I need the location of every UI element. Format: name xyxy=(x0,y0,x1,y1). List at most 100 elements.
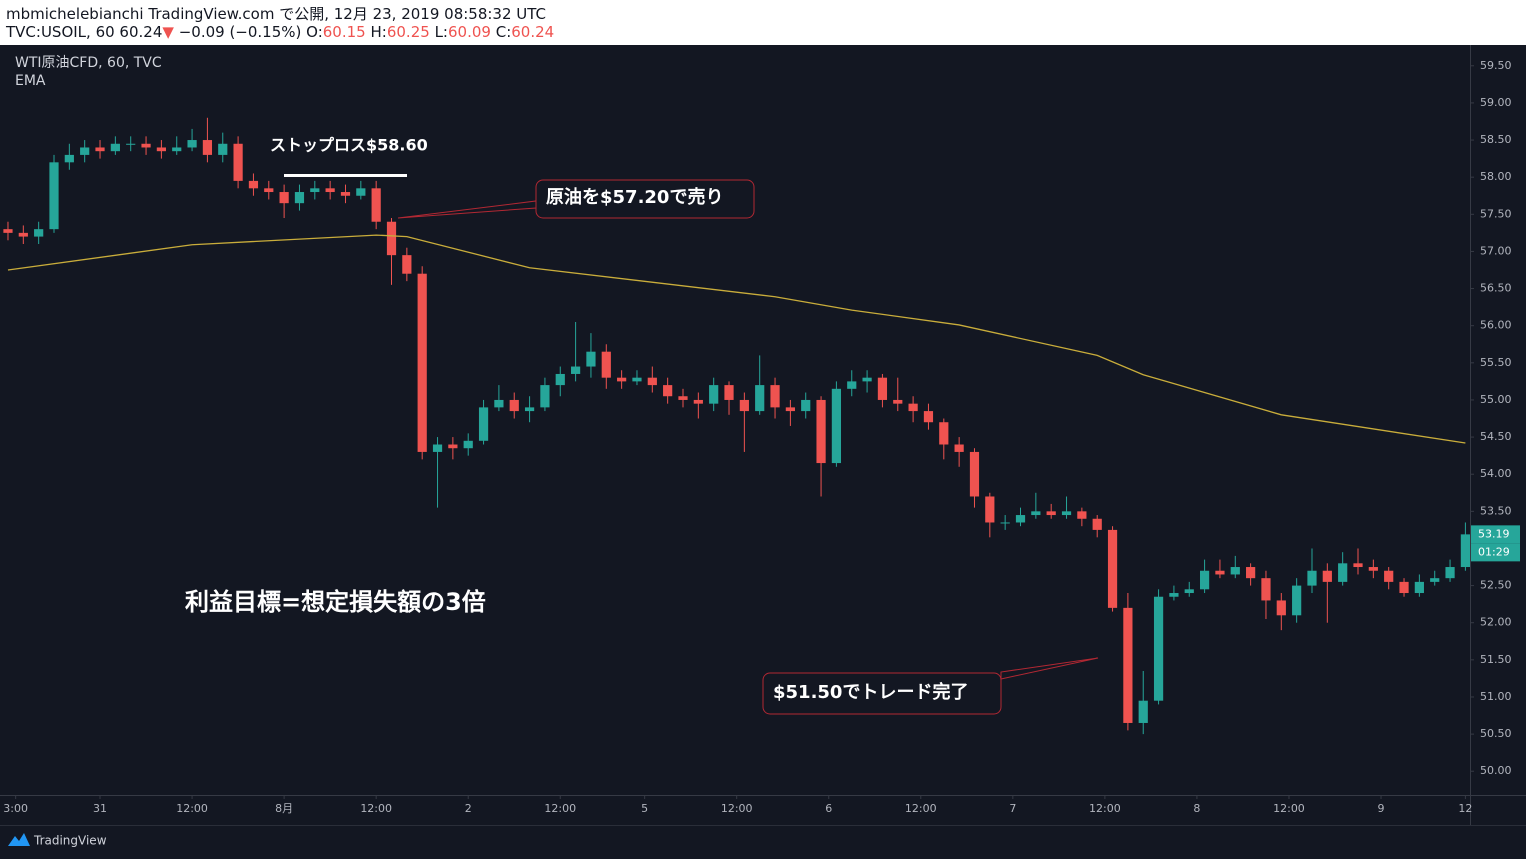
brand: TradingView xyxy=(33,834,107,848)
x-tick-label: 5 xyxy=(641,802,648,815)
candle-body xyxy=(187,140,197,148)
candle-body xyxy=(1460,534,1470,568)
y-tick-label: 55.50 xyxy=(1480,356,1512,369)
candle-body xyxy=(18,232,28,237)
candle-body xyxy=(586,351,596,367)
legend-symbol: WTI原油CFD, 60, TVC xyxy=(15,55,162,71)
candle-body xyxy=(1031,511,1041,516)
y-tick-label: 56.50 xyxy=(1480,282,1512,295)
y-tick-label: 54.00 xyxy=(1480,467,1512,480)
candle-body xyxy=(801,399,811,412)
o-label: O: xyxy=(306,23,323,41)
candle-body xyxy=(1077,511,1087,519)
candle-body xyxy=(770,385,780,408)
candle-body xyxy=(141,143,151,148)
candle-body xyxy=(678,396,688,400)
candle-body xyxy=(893,399,903,404)
candle-body xyxy=(279,192,289,204)
candle-body xyxy=(49,162,59,230)
candle-body xyxy=(1276,600,1286,616)
candle-body xyxy=(34,229,44,237)
candle-body xyxy=(64,154,74,163)
candle-body xyxy=(156,147,166,152)
candle-body xyxy=(478,407,489,441)
candle-body xyxy=(1384,570,1394,582)
x-tick-label: 12 xyxy=(1458,802,1472,815)
candle-body xyxy=(325,188,335,193)
y-tick-label: 52.50 xyxy=(1480,579,1512,592)
candle-body xyxy=(248,180,259,189)
quote-line: TVC:USOIL, 60 60.24▼ −0.09 (−0.15%) O:60… xyxy=(6,24,554,41)
callout-box xyxy=(762,672,1002,715)
x-tick-label: 2 xyxy=(465,802,472,815)
candle-body xyxy=(1046,511,1056,516)
x-tick-label: 12:00 xyxy=(544,802,576,815)
o-value: 60.15 xyxy=(322,23,366,41)
candle-body xyxy=(1261,578,1271,601)
candle-body xyxy=(1153,596,1164,701)
countdown-box xyxy=(1471,543,1520,562)
y-tick-label: 51.00 xyxy=(1480,690,1512,703)
candle-body xyxy=(340,192,351,196)
y-tick-label: 58.00 xyxy=(1480,170,1512,183)
candle-body xyxy=(571,366,581,374)
y-tick-label: 52.00 xyxy=(1480,616,1512,629)
candle-body xyxy=(1000,522,1010,524)
candle-body xyxy=(126,143,136,145)
l-label: L: xyxy=(434,23,448,41)
exit-note: $51.50でトレード完了 xyxy=(773,681,968,703)
candle-body xyxy=(1368,567,1378,571)
candle-body xyxy=(555,373,565,386)
x-tick-label: 9 xyxy=(1378,802,1385,815)
candle-body xyxy=(432,444,443,452)
candle-body xyxy=(1445,567,1455,579)
candle-body xyxy=(1123,607,1133,723)
candle-body xyxy=(3,229,13,233)
candle-body xyxy=(218,143,228,155)
candle-body xyxy=(1230,567,1240,575)
candle-body xyxy=(1430,578,1440,582)
callout-pointer xyxy=(1000,657,1099,680)
y-tick-label: 53.50 xyxy=(1480,504,1512,517)
candle-body xyxy=(847,381,857,389)
candle-body xyxy=(709,385,719,404)
candle-body xyxy=(264,188,274,193)
chart: WTI原油CFD, 60, TVC EMA ストップロス$58.60 原油を$5… xyxy=(0,45,1526,859)
y-tick-label: 55.00 xyxy=(1480,393,1512,406)
h-label: H: xyxy=(370,23,387,41)
candle-body xyxy=(923,411,934,423)
candle-body xyxy=(1307,570,1317,586)
x-tick-label: 6 xyxy=(825,802,832,815)
candle-body xyxy=(80,147,90,155)
candle-body xyxy=(693,399,703,404)
candle-body xyxy=(1092,518,1102,530)
candle-body xyxy=(954,444,964,452)
y-tick-label: 50.00 xyxy=(1480,764,1512,777)
candle-body xyxy=(617,377,627,382)
candle-body xyxy=(110,143,120,152)
y-tick-label: 56.00 xyxy=(1480,319,1512,332)
candle-body xyxy=(785,407,795,412)
candle-body xyxy=(724,385,734,400)
stop-loss-note: ストップロス$58.60 xyxy=(270,136,428,155)
candle-body xyxy=(1322,570,1332,582)
candle-body xyxy=(202,140,213,155)
legend-ema: EMA xyxy=(15,73,46,89)
candle-body xyxy=(1292,585,1302,616)
candle-body xyxy=(755,385,765,412)
candle-body xyxy=(524,407,535,412)
y-tick-label: 59.00 xyxy=(1480,96,1512,109)
x-tick-label: 8 xyxy=(1193,802,1200,815)
candle-body xyxy=(540,385,550,408)
candle-body xyxy=(95,147,105,152)
header: mbmichelebianchi TradingView.com で公開, 12… xyxy=(0,0,1526,45)
x-tick-label: 12:00 xyxy=(905,802,937,815)
candle-body xyxy=(310,188,320,193)
candle-body xyxy=(632,377,642,382)
x-tick-label: 12:00 xyxy=(1089,802,1121,815)
candle-body xyxy=(494,399,504,408)
target-note: 利益目標=想定損失額の3倍 xyxy=(185,588,486,616)
x-tick-label: 7 xyxy=(1009,802,1016,815)
x-tick-label: 12:00 xyxy=(721,802,753,815)
